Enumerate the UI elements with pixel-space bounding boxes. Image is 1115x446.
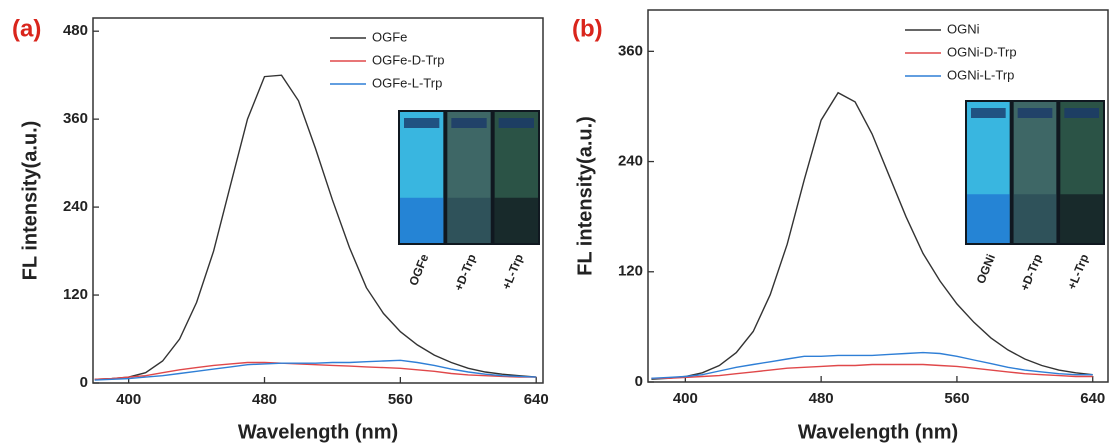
vial-bottom xyxy=(494,197,538,243)
legend-label: OGFe-L-Trp xyxy=(372,75,442,90)
y-tick-label: 360 xyxy=(63,110,88,127)
y-tick-label: 240 xyxy=(63,198,88,215)
vial-cap xyxy=(971,108,1006,118)
x-tick-label: 480 xyxy=(809,390,834,407)
vial-cap xyxy=(498,118,534,128)
x-tick-label: 400 xyxy=(116,391,141,408)
vial-cap xyxy=(1017,108,1053,118)
legend-label: OGNi xyxy=(947,21,980,36)
inset-label: OGFe xyxy=(406,252,431,288)
vial-bottom xyxy=(400,197,444,243)
inset-label: +D-Trp xyxy=(451,252,478,293)
vial-cap xyxy=(404,118,440,128)
data-line xyxy=(651,91,1093,380)
panel-label: (a) xyxy=(12,15,41,42)
vial-cap xyxy=(451,118,487,128)
panel-label: (b) xyxy=(572,15,603,42)
x-tick-label: 400 xyxy=(673,390,698,407)
y-tick-label: 0 xyxy=(80,374,88,391)
x-axis-title: Wavelength (nm) xyxy=(798,421,958,443)
x-tick-label: 560 xyxy=(388,391,413,408)
data-line xyxy=(94,74,537,380)
inset-label: OGNi xyxy=(974,252,998,286)
x-tick-label: 560 xyxy=(944,390,969,407)
vial-bottom xyxy=(967,194,1010,243)
x-tick-label: 640 xyxy=(1080,390,1105,407)
inset-label: +L-Trp xyxy=(1065,252,1092,292)
y-axis-title: FL intensity(a.u.) xyxy=(574,116,596,276)
inset-label: +D-Trp xyxy=(1017,252,1044,293)
y-tick-label: 120 xyxy=(618,263,643,280)
y-tick-label: 480 xyxy=(63,22,88,39)
legend-label: OGNi-D-Trp xyxy=(947,44,1017,59)
vial-bottom xyxy=(447,197,491,243)
y-tick-label: 240 xyxy=(618,153,643,170)
plot-frame xyxy=(647,9,1109,383)
vial-bottom xyxy=(1013,194,1057,243)
legend-label: OGNi-L-Trp xyxy=(947,67,1014,82)
y-tick-label: 360 xyxy=(618,42,643,59)
legend-label: OGFe xyxy=(372,29,407,44)
vial-cap xyxy=(1064,108,1099,118)
x-tick-label: 480 xyxy=(252,391,277,408)
data-line xyxy=(651,363,1093,379)
y-axis-title: FL intensity(a.u.) xyxy=(19,121,41,281)
y-tick-label: 120 xyxy=(63,286,88,303)
data-line xyxy=(651,351,1093,379)
data-line xyxy=(94,359,537,381)
legend-label: OGFe-D-Trp xyxy=(372,52,444,67)
y-tick-label: 0 xyxy=(635,373,643,390)
data-line xyxy=(94,361,537,380)
x-tick-label: 640 xyxy=(524,391,549,408)
plot-frame xyxy=(92,17,544,384)
inset-label: +L-Trp xyxy=(499,252,526,292)
vial-bottom xyxy=(1060,194,1103,243)
x-axis-title: Wavelength (nm) xyxy=(238,421,398,443)
